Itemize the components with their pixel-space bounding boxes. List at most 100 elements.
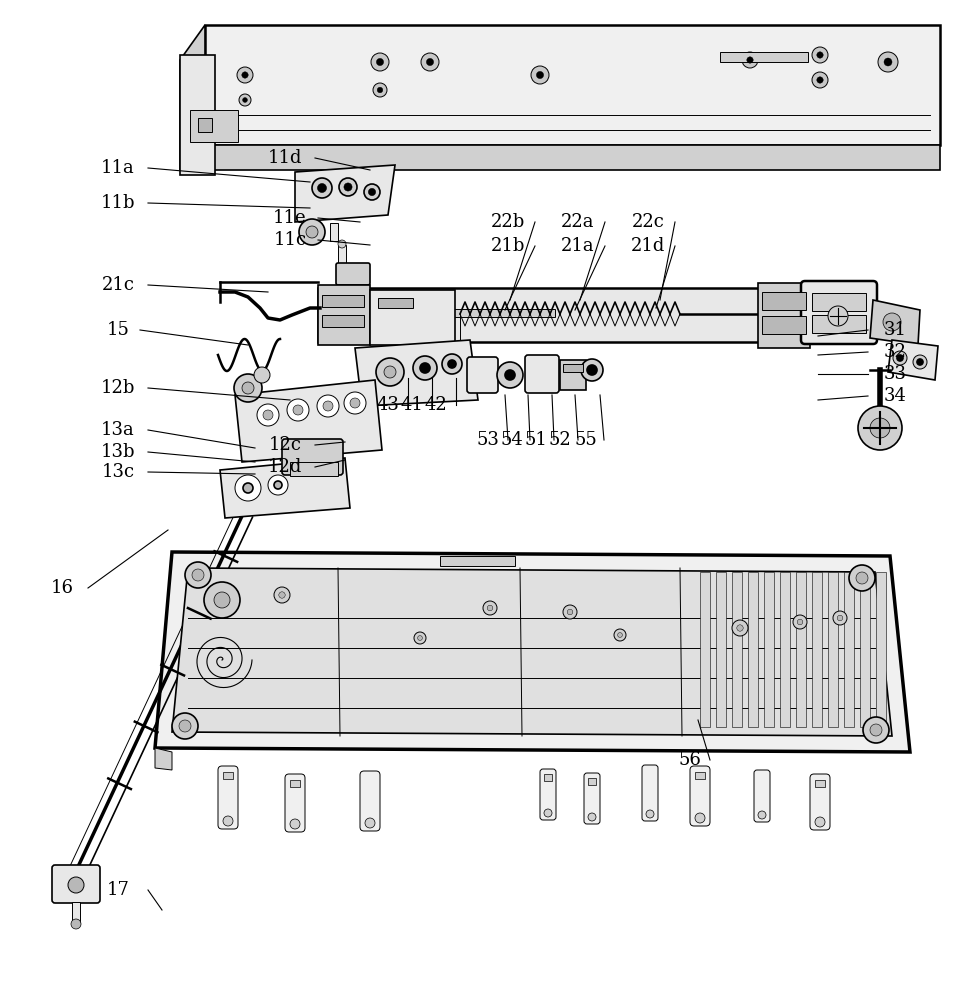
Circle shape (339, 178, 357, 196)
Text: 11a: 11a (101, 159, 135, 177)
Circle shape (377, 87, 383, 93)
Polygon shape (355, 340, 478, 406)
Bar (812, 293, 866, 311)
Circle shape (214, 592, 230, 608)
Circle shape (235, 475, 261, 501)
Bar (322, 315, 364, 327)
Circle shape (849, 565, 875, 591)
FancyBboxPatch shape (336, 263, 370, 285)
Circle shape (373, 83, 387, 97)
FancyBboxPatch shape (540, 769, 556, 820)
Circle shape (883, 313, 901, 331)
Circle shape (487, 605, 493, 611)
FancyBboxPatch shape (218, 766, 238, 829)
Bar (563, 364, 583, 372)
Circle shape (588, 813, 596, 821)
Bar (440, 556, 515, 566)
Circle shape (257, 404, 279, 426)
Circle shape (185, 562, 211, 588)
Circle shape (306, 226, 318, 238)
Circle shape (893, 351, 907, 365)
Circle shape (544, 809, 552, 817)
Text: 13c: 13c (101, 463, 135, 481)
Circle shape (312, 178, 332, 198)
Circle shape (420, 363, 430, 373)
Bar (815, 780, 825, 787)
Bar (370, 309, 555, 317)
Bar (560, 360, 586, 390)
Circle shape (179, 720, 191, 732)
Circle shape (318, 184, 326, 192)
FancyBboxPatch shape (801, 281, 877, 344)
Circle shape (414, 632, 426, 644)
Circle shape (242, 382, 254, 394)
Bar (732, 572, 742, 727)
Circle shape (287, 399, 309, 421)
Circle shape (884, 58, 892, 66)
Text: 11b: 11b (100, 194, 135, 212)
Circle shape (268, 475, 288, 495)
Circle shape (878, 52, 898, 72)
Polygon shape (155, 552, 910, 752)
Circle shape (290, 819, 300, 829)
Bar (190, 110, 238, 142)
Circle shape (817, 77, 823, 83)
Text: 21d: 21d (631, 237, 665, 255)
Circle shape (746, 57, 753, 63)
Text: 33: 33 (883, 365, 906, 383)
Polygon shape (318, 288, 760, 342)
Circle shape (364, 184, 380, 200)
Text: 51: 51 (524, 431, 547, 449)
Text: 54: 54 (501, 431, 523, 449)
FancyBboxPatch shape (690, 766, 710, 826)
Text: 53: 53 (477, 431, 500, 449)
Circle shape (617, 633, 622, 637)
Circle shape (856, 572, 868, 584)
Circle shape (243, 98, 248, 102)
Bar (198, 118, 212, 132)
Text: 21c: 21c (101, 276, 135, 294)
Bar (290, 462, 338, 476)
Text: 22c: 22c (632, 213, 664, 231)
Circle shape (365, 818, 375, 828)
Text: 41: 41 (401, 396, 423, 414)
Polygon shape (370, 290, 455, 345)
Circle shape (815, 817, 825, 827)
Circle shape (413, 356, 437, 380)
Text: 32: 32 (883, 343, 906, 361)
Circle shape (870, 724, 882, 736)
Circle shape (263, 410, 273, 420)
FancyBboxPatch shape (360, 771, 380, 831)
Circle shape (483, 601, 497, 615)
Text: 12c: 12c (269, 436, 301, 454)
Circle shape (239, 94, 251, 106)
Polygon shape (235, 380, 382, 462)
Circle shape (344, 183, 352, 191)
Circle shape (344, 392, 366, 414)
Circle shape (376, 358, 404, 386)
Circle shape (68, 877, 84, 893)
FancyBboxPatch shape (642, 765, 658, 821)
Polygon shape (318, 285, 370, 345)
Text: 11c: 11c (274, 231, 306, 249)
Circle shape (863, 717, 889, 743)
Circle shape (837, 615, 843, 621)
Polygon shape (888, 340, 938, 380)
Circle shape (793, 615, 807, 629)
Circle shape (581, 359, 603, 381)
Text: 22a: 22a (561, 213, 594, 231)
Text: 11e: 11e (273, 209, 307, 227)
Bar (764, 572, 774, 727)
Circle shape (797, 619, 803, 625)
Text: 12b: 12b (100, 379, 135, 397)
Circle shape (497, 362, 523, 388)
Circle shape (278, 592, 285, 598)
Circle shape (695, 813, 705, 823)
Circle shape (812, 72, 828, 88)
Circle shape (897, 355, 903, 361)
Circle shape (299, 219, 325, 245)
Circle shape (376, 58, 384, 66)
Text: 12d: 12d (268, 458, 302, 476)
Bar (695, 772, 705, 779)
Circle shape (338, 240, 346, 248)
